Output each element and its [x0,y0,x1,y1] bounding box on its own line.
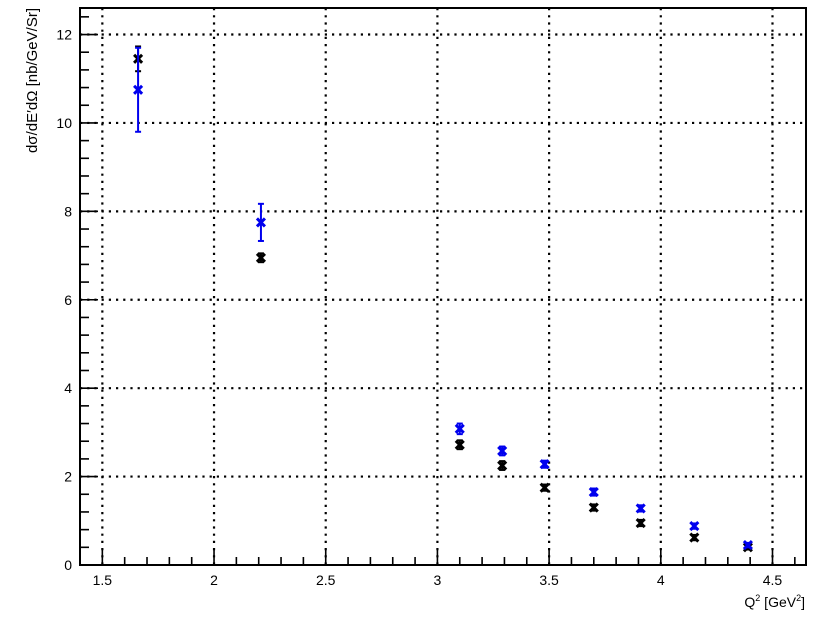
series-1 [133,46,753,551]
y-tick-label: 10 [56,115,72,131]
plot-frame [79,7,807,566]
series-layer [133,45,753,553]
marker-stroke [255,252,267,263]
data-point [689,521,700,532]
marker-stroke [689,532,700,543]
marker-stroke [635,503,646,514]
x-tick-label: 2.5 [316,572,336,588]
y-tick-label: 0 [64,557,72,573]
data-point [255,252,267,263]
y-tick-label: 12 [56,27,72,43]
data-point [133,84,144,95]
y-tick-label: 2 [64,469,72,485]
marker-stroke [588,502,599,513]
y-tick-label: 6 [64,292,72,308]
data-point [635,503,646,514]
series-0 [133,45,753,553]
marker-stroke [635,517,646,529]
data-point [255,217,267,228]
data-point [454,439,465,450]
x-label-part: ] [801,594,805,610]
x-tick-label: 4 [657,572,665,588]
x-tick-label: 1.5 [93,572,113,588]
y-tick-label: 4 [64,380,72,396]
marker-stroke [497,445,508,457]
x-label-superscript: 2 [755,593,760,603]
grid-layer [80,8,806,565]
marker-stroke [454,439,465,450]
data-point [742,540,753,551]
y-axis-label: dσ/dE′dΩ [nb/GeV/Sr] [24,8,41,153]
x-axis-label: Q2 [GeV2] [744,593,805,610]
marker-stroke [255,217,267,228]
data-point [635,517,646,529]
data-point [588,502,599,513]
x-tick-label: 4.5 [763,572,783,588]
data-point [497,445,508,457]
data-point [689,532,700,543]
data-point [539,482,550,493]
marker-stroke [454,423,465,434]
x-label-part: Q [744,594,755,610]
data-point [497,460,508,471]
marker-stroke [497,460,508,471]
x-label-part: [GeV [760,594,796,610]
marker-stroke [689,521,700,532]
marker-stroke [539,482,550,493]
y-tick-label: 8 [64,203,72,219]
x-tick-label: 2 [210,572,218,588]
marker-stroke [539,459,550,470]
data-point [539,459,550,470]
axis-layer: 1.5 2 2.5 3 3.5 4 4.5 0 2 4 6 8 10 12 [56,7,807,588]
marker-stroke [133,84,144,95]
x-label-superscript: 2 [796,593,801,603]
x-tick-label: 3.5 [539,572,559,588]
x-tick-label: 3 [434,572,442,588]
marker-stroke [588,486,599,498]
data-point [454,423,465,434]
marker-stroke [742,540,753,551]
data-point [588,486,599,498]
